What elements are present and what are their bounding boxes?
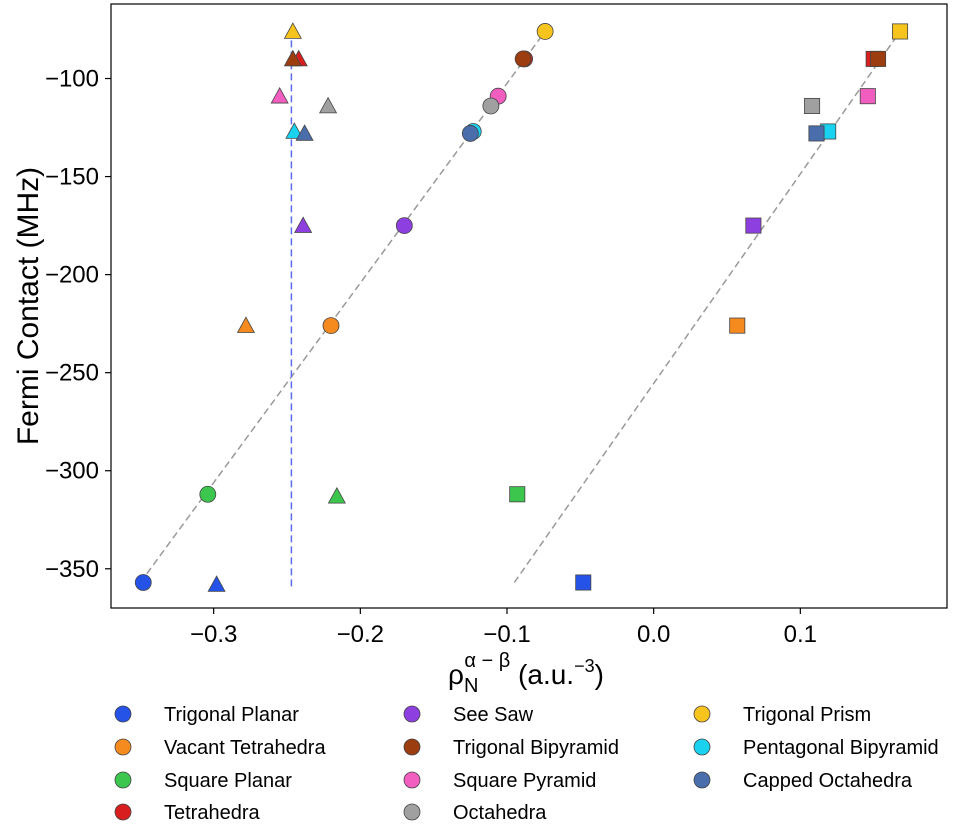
reference-line-2 bbox=[513, 31, 901, 583]
circle-point-see-saw bbox=[395, 217, 413, 234]
legend-marker bbox=[114, 803, 132, 821]
legend-label: Trigonal Prism bbox=[743, 704, 871, 726]
circle-point-octahedra bbox=[482, 97, 500, 115]
triangle-point-trigonal-planar bbox=[207, 575, 226, 592]
legend-marker bbox=[403, 738, 421, 756]
legend: Trigonal Planar Vacant Tetrahedra Square P… bbox=[114, 704, 939, 824]
x-tick-label: 0.0 bbox=[637, 621, 670, 648]
y-tick-label: −100 bbox=[45, 66, 99, 93]
legend-item-see-saw: See Saw bbox=[403, 704, 534, 726]
legend-item-trigonal-bipyramid: Trigonal Bipyramid bbox=[403, 737, 619, 759]
triangle-point-capped-octahedra bbox=[295, 124, 314, 141]
legend-item-vacant-tetrahedra: Vacant Tetrahedra bbox=[114, 737, 326, 759]
x-axis: −0.3 −0.2 −0.1 0.0 0.1 bbox=[190, 608, 817, 648]
legend-item-trigonal-prism: Trigonal Prism bbox=[693, 704, 871, 726]
legend-item-tetrahedra: Tetrahedra bbox=[114, 802, 260, 824]
legend-item-capped-octahedra: Capped Octahedra bbox=[693, 770, 913, 792]
square-point-capped-octahedra bbox=[808, 125, 825, 142]
legend-marker bbox=[693, 738, 711, 756]
legend-marker bbox=[693, 771, 711, 789]
circle-point-trigonal-prism bbox=[536, 23, 554, 40]
circle-point-trigonal-planar bbox=[134, 574, 152, 591]
legend-item-octahedra: Octahedra bbox=[403, 802, 547, 824]
square-point-vacant-tetrahedra bbox=[729, 317, 746, 334]
circle-point-square-planar bbox=[199, 485, 217, 503]
square-point-square-planar bbox=[509, 486, 526, 503]
y-tick-label: −200 bbox=[45, 262, 99, 289]
legend-item-square-planar: Square Planar bbox=[114, 770, 292, 792]
square-point-trigonal-bipyramid bbox=[870, 50, 887, 67]
legend-item-trigonal-planar: Trigonal Planar bbox=[114, 704, 299, 726]
triangle-point-vacant-tetrahedra bbox=[236, 316, 256, 333]
legend-item-pentagonal-bipyramid: Pentagonal Bipyramid bbox=[693, 737, 939, 759]
triangle-point-square-pyramid bbox=[270, 86, 289, 104]
x-tick-label: −0.2 bbox=[337, 621, 384, 648]
legend-label: Vacant Tetrahedra bbox=[164, 737, 326, 759]
triangle-point-trigonal-prism bbox=[283, 22, 302, 39]
plot-area bbox=[110, 3, 948, 609]
legend-item-square-pyramid: Square Pyramid bbox=[403, 770, 596, 792]
y-tick-label: −300 bbox=[45, 458, 99, 485]
square-point-octahedra bbox=[804, 97, 821, 114]
triangle-point-octahedra bbox=[318, 96, 338, 114]
triangle-point-square-planar bbox=[327, 486, 346, 504]
y-axis-label: Fermi Contact (MHz) bbox=[12, 167, 45, 445]
x-tick-label: −0.3 bbox=[190, 621, 237, 648]
legend-label: Tetrahedra bbox=[164, 802, 260, 824]
legend-marker bbox=[693, 705, 711, 723]
x-label-unit: (a.u. bbox=[510, 659, 574, 690]
legend-marker bbox=[403, 803, 421, 821]
legend-marker bbox=[114, 771, 132, 789]
x-tick-label: 0.1 bbox=[784, 621, 817, 648]
triangle-point-pentagonal-bipyramid bbox=[285, 122, 304, 139]
legend-label: Pentagonal Bipyramid bbox=[743, 737, 939, 759]
legend-label: Octahedra bbox=[453, 802, 547, 824]
triangle-point-see-saw bbox=[294, 216, 313, 233]
legend-marker bbox=[403, 771, 421, 789]
legend-marker bbox=[403, 705, 421, 723]
y-tick-label: −350 bbox=[45, 556, 99, 583]
circle-point-vacant-tetrahedra bbox=[322, 317, 340, 335]
circle-point-capped-octahedra bbox=[461, 125, 479, 142]
legend-label: Trigonal Bipyramid bbox=[453, 737, 619, 759]
legend-label: Square Planar bbox=[164, 770, 292, 792]
x-label-unit-close: ) bbox=[595, 659, 604, 690]
square-point-square-pyramid bbox=[859, 88, 876, 105]
x-label-superscript: α − β bbox=[464, 650, 510, 672]
x-tick-label: −0.1 bbox=[483, 621, 530, 648]
y-axis: −100 −150 −200 −250 −300 −350 bbox=[45, 66, 111, 583]
legend-marker bbox=[114, 705, 132, 723]
x-label-rho: ρ bbox=[448, 659, 464, 690]
triangle-point-trigonal-bipyramid bbox=[283, 49, 302, 67]
y-tick-label: −150 bbox=[45, 164, 99, 191]
x-axis-label: ρNα − β (a.u.−3) bbox=[448, 650, 604, 697]
square-point-trigonal-planar bbox=[575, 574, 592, 591]
legend-label: Trigonal Planar bbox=[164, 704, 299, 726]
x-label-subscript: N bbox=[464, 675, 478, 697]
square-point-see-saw bbox=[745, 217, 762, 234]
circle-point-trigonal-bipyramid bbox=[514, 50, 532, 68]
data-markers bbox=[134, 22, 909, 592]
legend-label: Capped Octahedra bbox=[743, 770, 913, 792]
legend-marker bbox=[114, 738, 132, 756]
legend-label: See Saw bbox=[453, 704, 534, 726]
legend-label: Square Pyramid bbox=[453, 770, 596, 792]
x-label-unit-superscript: −3 bbox=[574, 656, 595, 676]
square-point-trigonal-prism bbox=[892, 23, 909, 40]
y-tick-label: −250 bbox=[45, 360, 99, 387]
